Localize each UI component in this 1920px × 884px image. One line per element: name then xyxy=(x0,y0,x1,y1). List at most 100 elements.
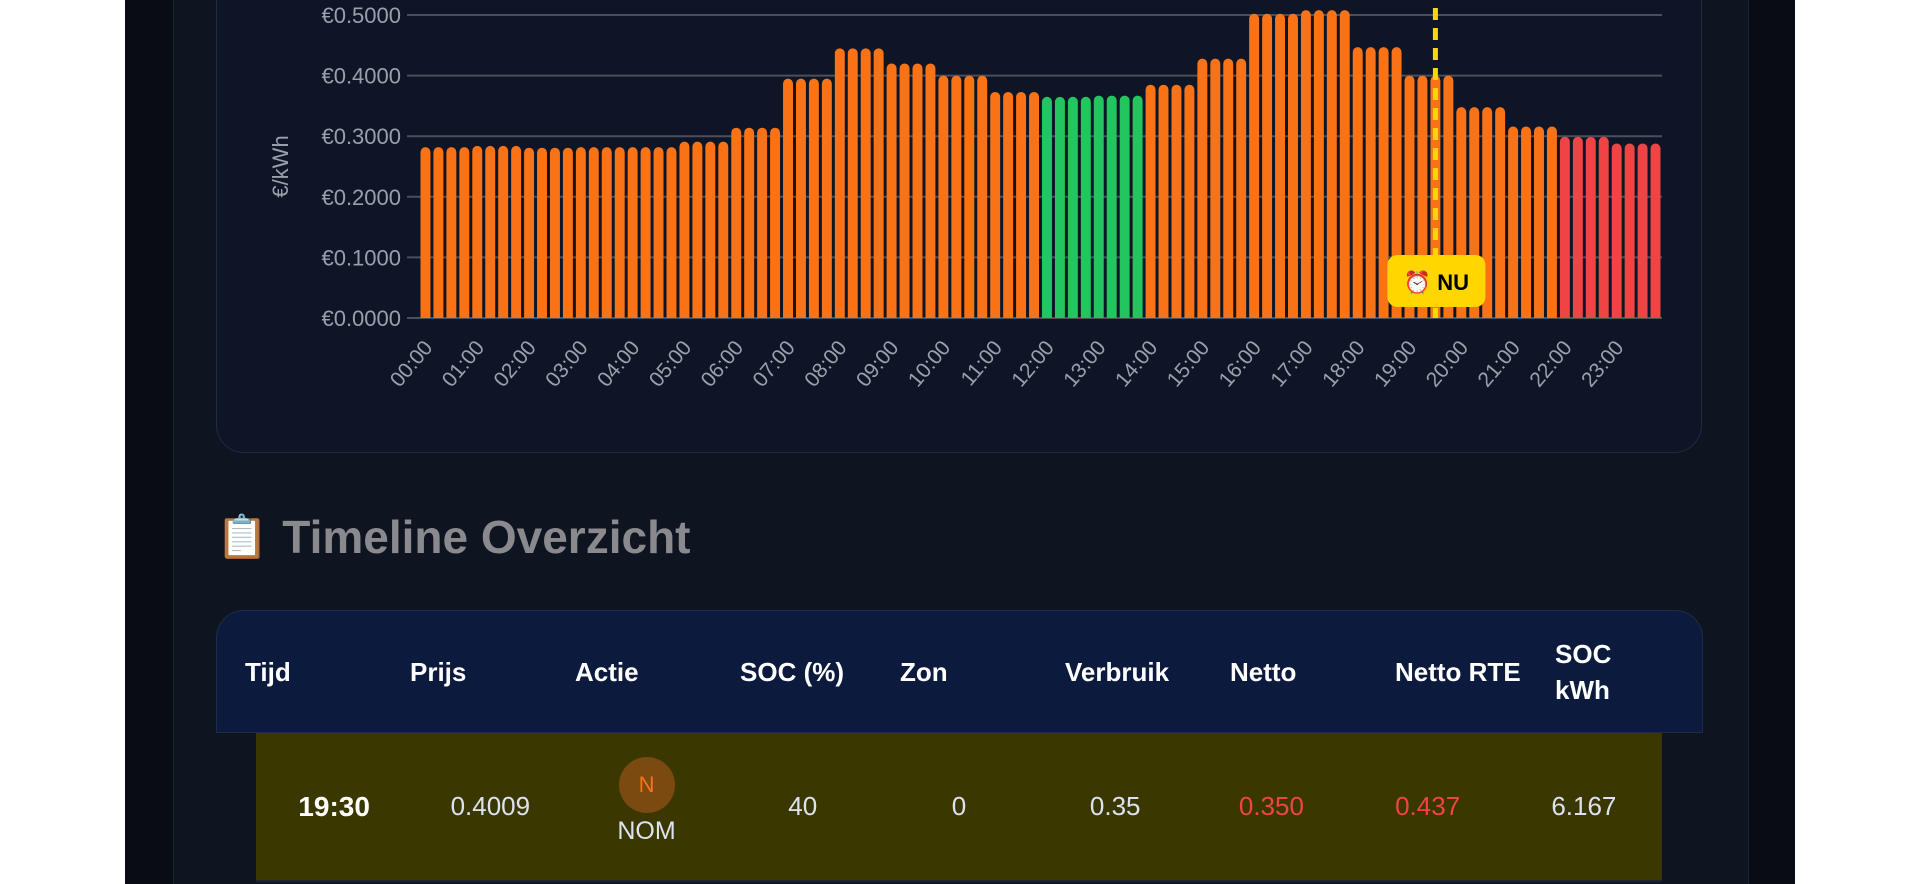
x-tick-label: 23:00 xyxy=(1577,336,1628,391)
price-bar xyxy=(524,147,535,318)
x-tick-label: 18:00 xyxy=(1318,336,1369,391)
price-bar xyxy=(899,63,910,318)
price-bar xyxy=(420,147,431,318)
action-badge: N xyxy=(618,757,675,813)
price-bar xyxy=(770,127,781,319)
y-axis-label: €/kWh xyxy=(268,135,293,197)
y-tick-label: €0.1000 xyxy=(321,245,401,270)
price-bar xyxy=(1637,143,1648,318)
price-bar xyxy=(808,78,819,318)
cell-netto-rte: 0.437 xyxy=(1395,791,1461,821)
price-bar xyxy=(472,145,483,318)
cell-netto: 0.350 xyxy=(1238,791,1304,821)
price-bar xyxy=(588,147,599,318)
col-netto-rte: Netto RTE xyxy=(1395,656,1521,687)
col-prijs: Prijs xyxy=(410,656,467,687)
price-bar xyxy=(1339,10,1350,318)
x-tick-label: 14:00 xyxy=(1111,336,1162,391)
price-bar xyxy=(1598,136,1609,318)
cell-prijs: 0.4009 xyxy=(450,791,531,821)
price-bar xyxy=(783,78,793,318)
price-bar xyxy=(1236,58,1247,318)
price-bar xyxy=(705,141,716,318)
now-badge xyxy=(1387,255,1486,307)
price-bar xyxy=(1249,13,1260,318)
x-tick-label: 07:00 xyxy=(748,336,799,391)
price-bar xyxy=(537,147,547,318)
price-bar xyxy=(1650,143,1661,318)
price-bar xyxy=(1313,10,1324,319)
col-zon: Zon xyxy=(900,656,948,687)
price-bar xyxy=(1391,47,1402,318)
now-label: ⏰ NU xyxy=(1404,269,1469,295)
price-bar xyxy=(1054,96,1065,318)
price-bar xyxy=(1197,58,1208,318)
price-bar xyxy=(1559,136,1570,318)
price-bar xyxy=(1132,95,1143,319)
price-bar xyxy=(1184,84,1195,318)
price-bar xyxy=(614,147,625,318)
clipboard-icon: 📋 xyxy=(216,512,269,560)
price-bar xyxy=(860,48,871,319)
price-bar xyxy=(679,141,690,318)
x-tick-label: 09:00 xyxy=(852,336,903,391)
price-bar xyxy=(1495,107,1506,318)
price-bar xyxy=(1352,47,1363,318)
price-bar xyxy=(498,145,509,318)
price-bar xyxy=(1624,143,1635,318)
price-bar xyxy=(977,75,988,318)
price-bar xyxy=(653,147,664,318)
x-tick-label: 12:00 xyxy=(1007,336,1058,391)
price-bar xyxy=(459,147,470,318)
col-netto: Netto xyxy=(1230,656,1297,687)
price-bar xyxy=(1210,58,1221,319)
timeline-heading: 📋 Timeline Overzicht xyxy=(216,510,690,564)
x-tick-label: 21:00 xyxy=(1474,336,1525,391)
price-bar xyxy=(1288,13,1298,318)
price-bar xyxy=(1611,143,1622,318)
x-tick-label: 16:00 xyxy=(1215,336,1266,391)
x-tick-label: 05:00 xyxy=(645,336,696,391)
price-bar xyxy=(990,91,1001,318)
x-tick-label: 20:00 xyxy=(1422,336,1473,391)
x-tick-label: 10:00 xyxy=(904,336,955,391)
price-bar xyxy=(912,63,923,319)
col-soc-kwh: SOC kWh xyxy=(1555,638,1612,705)
x-tick-label: 13:00 xyxy=(1059,336,1110,391)
cell-zon: 0 xyxy=(951,791,967,821)
table-row[interactable]: 19:30 0.4009 N NOM 40 0 0.35 0.350 0.437… xyxy=(256,733,1662,882)
cell-soc-kwh: 6.167 xyxy=(1551,791,1617,821)
x-tick-label: 03:00 xyxy=(541,336,592,391)
price-bar xyxy=(1080,96,1091,318)
price-bar xyxy=(1326,10,1337,319)
price-bar xyxy=(666,147,677,318)
col-soc: SOC (%) xyxy=(740,656,844,687)
price-bar xyxy=(1262,13,1273,319)
price-bar xyxy=(821,78,832,318)
cell-verbruik: 0.35 xyxy=(1089,791,1141,821)
price-bar xyxy=(925,63,936,319)
price-chart: €0.0000 €0.1000 €0.2000 €0.3000 €0.4000 €0.50… xyxy=(268,3,1662,391)
price-bar xyxy=(446,147,457,318)
price-bar xyxy=(575,147,586,318)
price-bar xyxy=(627,147,638,318)
col-tijd: Tijd xyxy=(245,656,291,687)
price-bar xyxy=(1572,136,1583,318)
price-bar xyxy=(1016,91,1027,318)
timeline-table: Tijd Prijs Actie SOC (%) Zon Verbruik Ne… xyxy=(216,610,1703,882)
price-bar xyxy=(1003,91,1014,318)
x-tick-label: 17:00 xyxy=(1266,336,1317,391)
price-bar xyxy=(1145,84,1156,318)
cell-actie: N NOM xyxy=(568,733,724,880)
timeline-title: Timeline Overzicht xyxy=(282,511,691,563)
price-bar xyxy=(640,147,651,318)
col-verbruik: Verbruik xyxy=(1065,656,1170,687)
price-bar xyxy=(549,147,560,318)
x-tick-label: 02:00 xyxy=(489,336,540,391)
price-bar xyxy=(1300,10,1311,319)
price-bar xyxy=(1093,95,1104,319)
x-tick-label: 06:00 xyxy=(697,336,748,391)
price-bar xyxy=(886,63,897,319)
col-actie: Actie xyxy=(575,656,639,687)
x-tick-label: 15:00 xyxy=(1163,336,1214,391)
